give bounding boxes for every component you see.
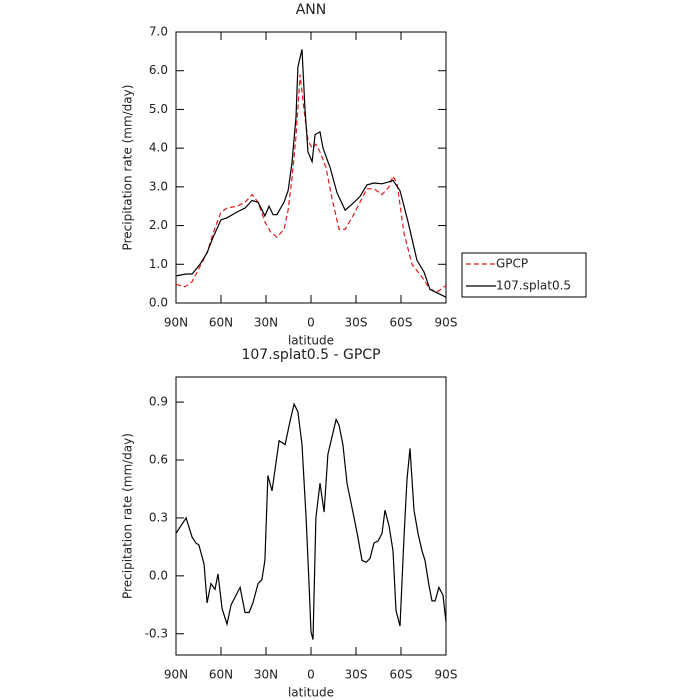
y-tick-label: 3.0: [149, 179, 168, 193]
y-tick-label: 0.0: [149, 568, 168, 582]
x-tick-label: 90N: [164, 316, 188, 330]
y-tick-label: 6.0: [149, 63, 168, 77]
x-tick-label: 60N: [209, 316, 233, 330]
x-tick-label: 30N: [254, 668, 278, 682]
y-tick-label: 0.0: [149, 296, 168, 310]
x-tick-label: 90S: [435, 668, 458, 682]
plot-frame: [175, 31, 447, 304]
x-tick-label: 0: [307, 316, 315, 330]
x-axis-label: latitude: [288, 686, 334, 700]
x-tick-label: 60S: [390, 668, 413, 682]
y-tick-label: 0.3: [149, 510, 168, 524]
y-tick-label: 2.0: [149, 218, 168, 232]
x-tick-label: 60S: [390, 316, 413, 330]
legend-label: GPCP: [496, 257, 528, 271]
legend-label: 107.splat0.5: [496, 279, 571, 293]
y-tick-label: 0.9: [149, 395, 168, 409]
series-line: [175, 49, 447, 298]
y-tick-label: 5.0: [149, 102, 168, 116]
x-axis-label: latitude: [288, 334, 334, 348]
y-tick-label: 0.6: [149, 453, 168, 467]
y-tick-label: -0.3: [145, 626, 168, 640]
y-axis-label: Precipitation rate (mm/day): [121, 85, 135, 251]
x-tick-label: 90S: [435, 316, 458, 330]
x-tick-label: 30S: [345, 668, 368, 682]
series-line: [175, 402, 447, 640]
x-tick-label: 30N: [254, 316, 278, 330]
y-tick-label: 4.0: [149, 141, 168, 155]
legend-box: [461, 252, 587, 298]
series-line: [175, 74, 447, 293]
chart-title: ANN: [296, 2, 327, 18]
chart-title: 107.splat0.5 - GPCP: [241, 347, 380, 363]
x-tick-label: 0: [307, 668, 315, 682]
x-tick-label: 60N: [209, 668, 233, 682]
y-axis-label: Precipitation rate (mm/day): [121, 433, 135, 599]
y-tick-label: 1.0: [149, 257, 168, 271]
x-tick-label: 30S: [345, 316, 368, 330]
y-tick-label: 7.0: [149, 25, 168, 39]
x-tick-label: 90N: [164, 668, 188, 682]
